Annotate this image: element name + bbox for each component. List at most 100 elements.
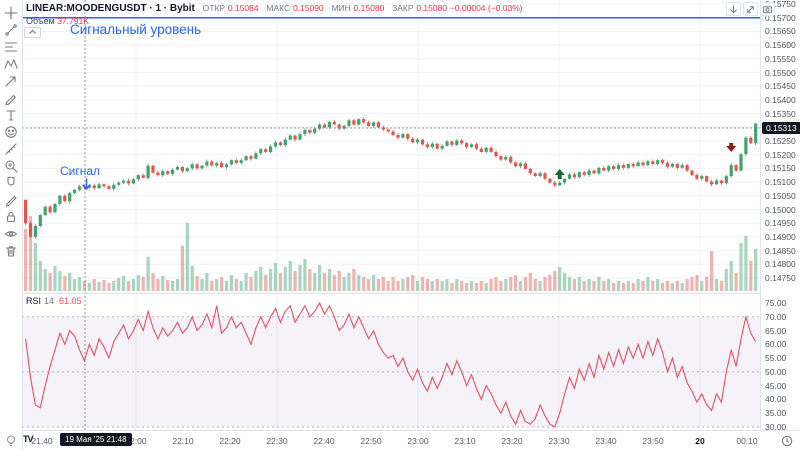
rsi-tick: 55.00: [765, 353, 787, 364]
price-tick: 0.15450: [765, 81, 796, 92]
pane-down-button[interactable]: [726, 2, 741, 16]
bulb-icon[interactable]: [4, 433, 18, 450]
rsi-line: [25, 301, 757, 428]
sell-signal-marker[interactable]: [726, 143, 737, 152]
pane-controls: [726, 2, 775, 16]
rsi-tick: 65.00: [765, 325, 787, 336]
price-tick: 0.15750: [765, 0, 796, 9]
pattern-icon[interactable]: [3, 56, 19, 72]
eye-icon[interactable]: [3, 226, 19, 242]
candles: [24, 117, 758, 239]
brush-icon[interactable]: [3, 90, 19, 106]
buy-signal-marker[interactable]: [554, 169, 565, 179]
rsi-tick: 70.00: [765, 311, 787, 322]
symbol-legend[interactable]: LINEAR:MOODENGUSDT · 1 · Bybit ОТКР 0.15…: [26, 3, 523, 14]
fibonacci-icon[interactable]: [3, 39, 19, 55]
magnet-icon[interactable]: [3, 175, 19, 191]
draw-icon[interactable]: [3, 192, 19, 208]
time-tick: 21:40: [31, 436, 53, 446]
price-axis[interactable]: 0.15313 0.15750 0.15700 0.15650 0.15600 0.15…: [760, 0, 800, 432]
pane-maximize-button[interactable]: [743, 2, 758, 16]
time-tick: 23:30: [548, 436, 570, 446]
time-tick: 22:20: [219, 436, 241, 446]
text-icon[interactable]: [3, 107, 19, 123]
trash-icon[interactable]: [3, 243, 19, 259]
crosshair-time-label: 19 Мая '25 21:48: [60, 433, 132, 446]
rsi-tick: 45.00: [765, 380, 787, 391]
volume-label: Объём: [26, 16, 55, 26]
pane-separator[interactable]: [22, 293, 800, 294]
price-tick: 0.14850: [765, 245, 796, 256]
camera-button[interactable]: [760, 2, 775, 16]
open-value: 0.15084: [227, 3, 259, 13]
time-tick: 22:00: [125, 436, 147, 446]
price-tick: 0.15100: [765, 177, 796, 188]
rsi-name: RSI: [26, 296, 42, 306]
rsi-tick: 50.00: [765, 366, 787, 377]
rsi-tick: 35.00: [765, 408, 787, 419]
clock-icon[interactable]: [781, 434, 793, 450]
rsi-tick: 60.00: [765, 339, 787, 350]
price-tick: 0.15250: [765, 136, 796, 146]
rsi-tick: 75.00: [765, 298, 787, 308]
time-tick: 22:30: [266, 436, 288, 446]
price-tick: 0.15200: [765, 149, 796, 160]
open-label: ОТКР: [202, 3, 226, 13]
price-tick: 0.15550: [765, 53, 796, 64]
low-value: 0.15080: [353, 3, 385, 13]
price-tick: 0.15000: [765, 204, 796, 215]
emoji-icon[interactable]: [3, 124, 19, 140]
time-tick: 00:10: [736, 436, 758, 446]
price-tick: 0.15050: [765, 190, 796, 201]
time-tick: 20: [695, 436, 705, 446]
crosshair-icon[interactable]: [3, 5, 19, 21]
change-value: −0.00004 (−0.03%): [449, 3, 523, 13]
main-chart-plot[interactable]: [22, 0, 760, 430]
measure-icon[interactable]: [3, 141, 19, 157]
price-tick: 0.14900: [765, 231, 796, 242]
rsi-tick: 40.00: [765, 394, 787, 405]
price-tick: 0.14750: [765, 273, 796, 283]
forecast-icon[interactable]: [3, 73, 19, 89]
rsi-legend[interactable]: RSI 14 61.05: [26, 296, 82, 306]
symbol-title[interactable]: LINEAR:MOODENGUSDT · 1 · Bybit: [26, 3, 195, 14]
signal-level-annotation[interactable]: Сигнальный уровень: [70, 22, 202, 37]
volume-legend[interactable]: Объём 37.791K: [26, 16, 89, 26]
chevron-up-icon: [29, 29, 36, 34]
time-tick: 22:40: [313, 436, 335, 446]
price-tick: 0.15650: [765, 26, 796, 37]
tradingview-logo[interactable]: TV: [23, 434, 33, 444]
volume-value: 37.791K: [57, 16, 89, 26]
time-tick: 22:50: [360, 436, 382, 446]
time-tick: 23:50: [642, 436, 664, 446]
signal-annotation[interactable]: Сигнал: [60, 164, 101, 178]
high-value: 0.15090: [292, 3, 324, 13]
last-price-label: 0.15313: [762, 122, 800, 134]
price-tick: 0.15400: [765, 94, 796, 105]
time-tick: 23:20: [501, 436, 523, 446]
lock-icon[interactable]: [3, 209, 19, 225]
price-tick: 0.15600: [765, 40, 796, 51]
rsi-tick: 30.00: [765, 422, 787, 432]
low-label: МИН: [331, 3, 351, 13]
zoom-icon[interactable]: [3, 158, 19, 174]
drawing-toolbar[interactable]: [0, 0, 23, 450]
time-tick: 23:10: [454, 436, 476, 446]
time-tick: 22:10: [172, 436, 194, 446]
high-label: МАКС: [266, 3, 291, 13]
volume-bars: [24, 216, 758, 291]
time-axis[interactable]: 19 Мая '25 21:48 21:40 22:00 22:10 22:20 22:…: [0, 430, 800, 450]
rsi-period: 14: [44, 296, 55, 306]
close-value: 0.15080: [416, 3, 448, 13]
time-tick: 23:00: [407, 436, 429, 446]
price-tick: 0.15350: [765, 108, 796, 119]
time-tick: 23:40: [595, 436, 617, 446]
price-tick: 0.15150: [765, 163, 796, 174]
pane-collapse-button[interactable]: [24, 27, 41, 38]
trendline-icon[interactable]: [3, 22, 19, 38]
signal-arrow-icon[interactable]: [80, 178, 93, 193]
price-tick: 0.15500: [765, 67, 796, 78]
close-label: ЗАКР: [392, 3, 414, 13]
price-tick: 0.15700: [765, 12, 796, 23]
